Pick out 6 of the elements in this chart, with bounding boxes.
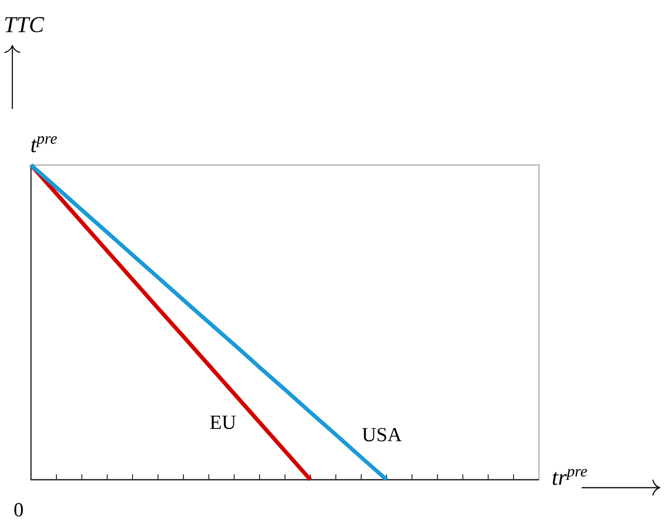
text: TTC — [5, 17, 44, 32]
x-axis-title: tr$^{pre}$ — [552, 469, 588, 486]
series-label: USA — [362, 428, 402, 442]
series-label: EU — [210, 416, 236, 430]
text: 0 — [14, 503, 23, 517]
text: t$^{pre}$ — [31, 136, 57, 152]
